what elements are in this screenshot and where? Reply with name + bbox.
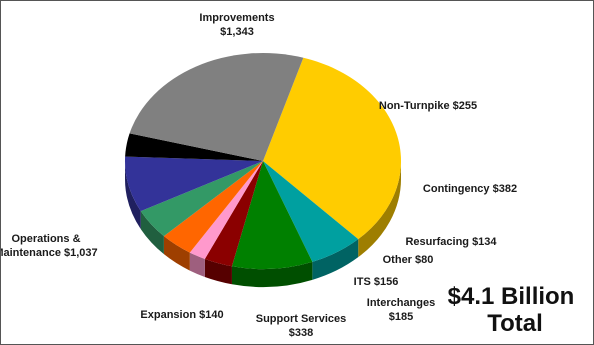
pie-slice-side <box>125 161 141 230</box>
pie-slice-side <box>204 258 232 285</box>
pie-slice-side <box>140 211 164 255</box>
pie-slice-side <box>189 252 205 277</box>
slice-label: Support Services $338 <box>256 313 346 339</box>
pie-slice <box>140 161 263 237</box>
pie-slice-side <box>163 236 190 271</box>
pie-slice <box>204 161 263 267</box>
total-label-line2: Total <box>487 310 543 337</box>
pie-depth-layer <box>125 161 401 288</box>
pie-top-layer <box>125 53 401 270</box>
pie-slice <box>231 161 313 270</box>
pie-slice <box>163 161 263 253</box>
slice-label: Interchanges $185 <box>367 297 435 323</box>
slice-label: Improvements $1,343 <box>199 12 274 38</box>
total-label-line1: $4.1 Billion <box>448 283 575 310</box>
slice-label: Expansion $140 <box>140 309 223 321</box>
slice-label: ITS $156 <box>354 276 399 288</box>
pie-slice <box>129 53 304 161</box>
slice-label: Operations & Maintenance $1,037 <box>1 233 98 259</box>
pie-slice-side <box>312 239 359 280</box>
slice-label: Non-Turnpike $255 <box>379 100 477 112</box>
pie-slice-side <box>358 161 401 258</box>
slice-label: Other $80 <box>383 254 434 266</box>
pie-slice <box>263 161 359 262</box>
pie-slice <box>189 161 263 259</box>
pie-slice-side <box>231 261 313 288</box>
pie-slice <box>125 133 263 161</box>
pie-slice <box>125 156 263 212</box>
pie-slice <box>263 57 401 240</box>
slice-label: Resurfacing $134 <box>405 236 497 248</box>
slice-label: Contingency $382 <box>423 183 517 195</box>
pie-labels-layer: Improvements $1,343 Non-Turnpike $255 Conti… <box>1 12 517 339</box>
